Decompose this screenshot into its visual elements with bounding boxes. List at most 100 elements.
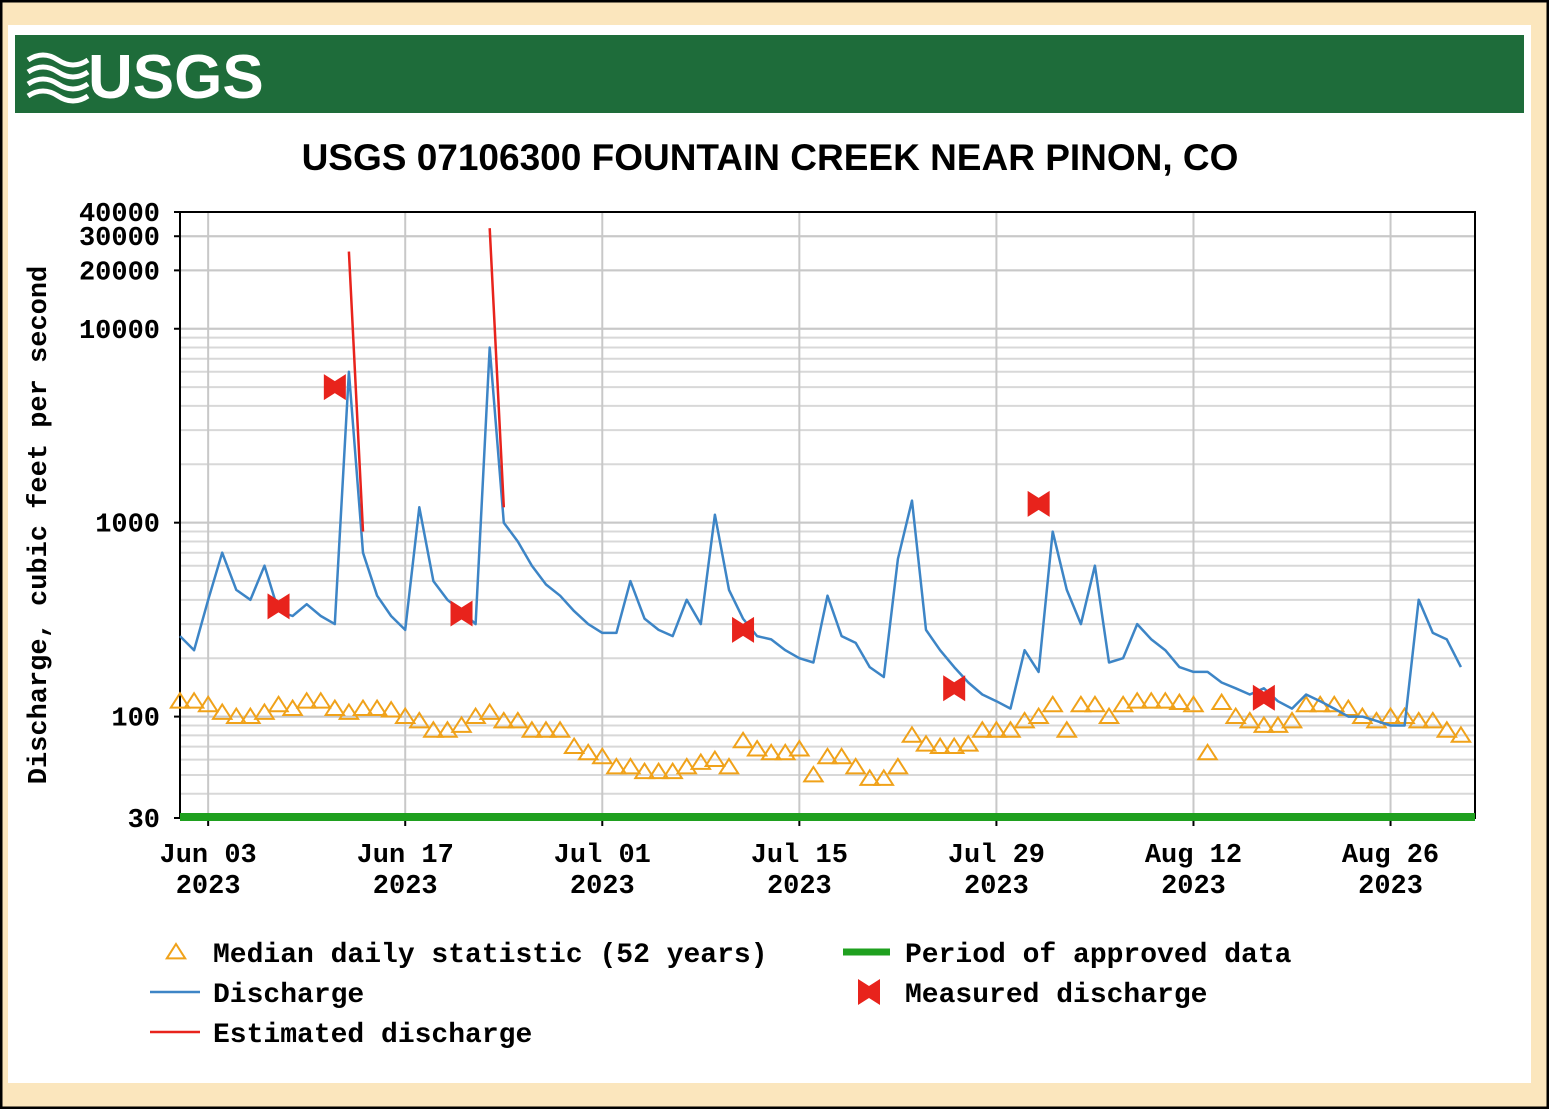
median-marker [478,702,501,720]
measured-marker [450,600,473,627]
median-marker [577,743,600,761]
median-marker [492,711,515,729]
legend-marker [164,942,188,960]
median-marker [689,752,712,770]
median-marker [450,715,473,733]
median-marker [380,700,403,718]
series-line [347,228,506,532]
median-marker [957,734,980,752]
median-marker [999,720,1022,738]
median-marker [520,720,543,738]
median-marker [1168,692,1191,711]
measured-marker [1027,490,1050,517]
legend-label: Period of approved data [905,940,1292,971]
median-marker [1266,715,1289,733]
median-marker [464,706,487,725]
median-marker [534,720,558,738]
logo: USGS [88,43,264,112]
median-marker [211,702,234,720]
median-marker [1196,743,1219,761]
median-marker [1280,711,1304,729]
median-marker [661,761,684,780]
median-marker [1238,711,1261,729]
median-marker [309,691,332,709]
median-marker [1027,706,1050,725]
legend-marker [858,979,880,1005]
median-marker [295,691,318,709]
median-marker [760,743,783,761]
median-marker [703,749,726,768]
median-marker [802,765,825,783]
y-tick-label: 10000 [79,317,160,347]
median-marker [506,711,529,729]
median-marker [886,757,909,775]
logo-waves [26,52,90,104]
median-marker [323,698,346,716]
median-marker [394,706,417,725]
median-marker [788,739,811,757]
y-axis-label: Discharge, cubic feet per second [25,266,55,784]
median-marker [1112,694,1135,713]
legend-label: Measured discharge [905,980,1207,1011]
median-marker [1323,694,1346,713]
legend-label: Discharge [213,980,364,1011]
median-marker [436,720,459,738]
median-marker [647,761,670,780]
median-marker [605,757,628,775]
median-marker [774,743,797,761]
x-tick-label: Jun 17 2023 [357,841,454,902]
median-marker [929,736,952,755]
median-marker [422,720,445,738]
median-marker [239,706,262,725]
approved-bar [180,813,1475,821]
median-marker [168,691,192,709]
y-tick-label: 30000 [79,224,160,254]
median-marker [1449,725,1472,743]
x-tick-label: Jul 01 2023 [554,841,651,902]
median-marker [1083,694,1106,713]
legend-label: Median daily statistic (52 years) [213,940,768,971]
median-marker [633,761,656,780]
panel [8,25,1531,1083]
chart-title: USGS 07106300 FOUNTAIN CREEK NEAR PINON,… [302,137,1239,178]
median-marker [915,734,938,752]
x-tick-label: Jul 29 2023 [948,841,1045,902]
median-marker [971,720,994,738]
median-marker [1041,694,1064,713]
median-marker [619,757,642,775]
measured-marker [323,374,346,401]
median-marker [830,747,853,765]
measured-marker [267,593,290,620]
median-marker [858,768,881,786]
median-marker [1295,694,1318,713]
median-marker [197,694,220,713]
median-marker [943,736,966,755]
median-marker [717,757,740,775]
x-tick-label: Jun 03 2023 [160,841,257,902]
measured-marker [943,675,966,702]
median-marker [1435,720,1458,738]
y-tick-label: 1000 [95,511,160,541]
x-tick-label: Jul 15 2023 [751,841,848,902]
series-line [179,346,1463,727]
median-marker [267,694,290,713]
median-marker [732,730,755,749]
median-marker [872,768,895,786]
legend-label: Estimated discharge [213,1020,532,1051]
median-marker [366,698,389,716]
y-tick-label: 20000 [79,258,160,288]
median-marker [337,702,360,720]
median-marker [1210,692,1233,711]
median-marker [591,747,614,765]
y-tick-label: 40000 [79,200,160,230]
median-marker [351,698,375,716]
measured-marker [1252,684,1275,711]
median-marker [563,736,586,755]
median-marker [1407,711,1430,729]
banner [15,35,1524,113]
median-marker [549,720,572,738]
x-tick-label: Aug 12 2023 [1145,841,1242,902]
median-marker [1013,711,1036,729]
median-marker [1126,691,1149,709]
